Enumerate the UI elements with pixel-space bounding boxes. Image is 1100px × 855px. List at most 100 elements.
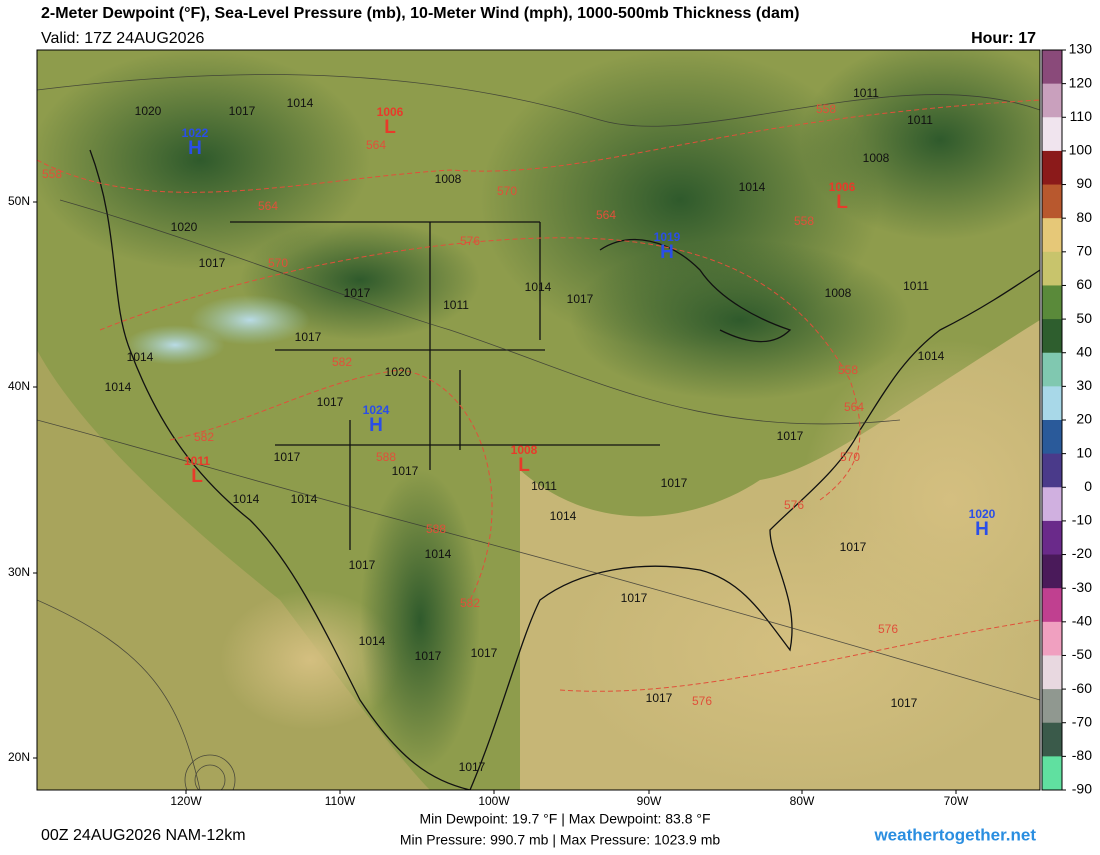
- colorbar-segment: [1042, 487, 1062, 522]
- isobar-label: 1014: [739, 180, 766, 194]
- isobar-label: 1017: [415, 649, 442, 663]
- isobar-label: 1017: [317, 395, 344, 409]
- colorbar-label: 90: [1076, 175, 1092, 191]
- center-symbol: H: [660, 242, 674, 263]
- colorbar-label: 30: [1076, 377, 1092, 393]
- colorbar-label: 100: [1069, 142, 1093, 158]
- isobar-label: 1014: [550, 509, 577, 523]
- colorbar-label: 10: [1076, 444, 1092, 460]
- colorbar-segment: [1042, 756, 1062, 791]
- isobar-label: 1008: [435, 172, 462, 186]
- lon-label: 70W: [944, 794, 969, 808]
- isobar-label: 1011: [853, 86, 879, 100]
- isobar-label: 1017: [661, 476, 688, 490]
- colorbar-label: 0: [1084, 478, 1092, 494]
- thickness-label: 582: [332, 355, 352, 369]
- thickness-label: 576: [692, 694, 712, 708]
- isobar-label: 1017: [392, 464, 419, 478]
- colorbar-label: -10: [1072, 512, 1092, 528]
- thickness-label: 576: [878, 622, 898, 636]
- center-symbol: L: [191, 466, 203, 487]
- thickness-label: 582: [194, 430, 214, 444]
- colorbar-segment: [1042, 117, 1062, 152]
- lon-label: 80W: [790, 794, 815, 808]
- lon-label: 120W: [170, 794, 202, 808]
- colorbar-label: -30: [1072, 579, 1092, 595]
- colorbar-segment: [1042, 218, 1062, 253]
- isobar-label: 1017: [471, 646, 498, 660]
- colorbar-segment: [1042, 588, 1062, 623]
- isobar-label: 1017: [777, 429, 804, 443]
- thickness-label: 588: [376, 450, 396, 464]
- thickness-label: 576: [460, 234, 480, 248]
- colorbar-label: 120: [1069, 74, 1093, 90]
- thickness-label: 558: [42, 167, 62, 181]
- colorbar-label: -80: [1072, 747, 1092, 763]
- colorbar-segment: [1042, 285, 1062, 320]
- colorbar-segment: [1042, 420, 1062, 455]
- center-symbol: H: [369, 415, 383, 436]
- colorbar-segment: [1042, 251, 1062, 286]
- isobar-label: 1011: [907, 113, 933, 127]
- isobar-label: 1014: [425, 547, 452, 561]
- isobar-label: 1011: [903, 279, 929, 293]
- colorbar-label: -40: [1072, 613, 1092, 629]
- dewpoint-range: Min Dewpoint: 19.7 °F | Max Dewpoint: 83…: [419, 811, 710, 827]
- isobar-label: 1017: [891, 696, 918, 710]
- isobar-label: 1017: [459, 760, 486, 774]
- pressure-range: Min Pressure: 990.7 mb | Max Pressure: 1…: [400, 832, 721, 848]
- thickness-label: 558: [816, 102, 836, 116]
- lat-label: 40N: [8, 379, 30, 393]
- thickness-label: 582: [460, 596, 480, 610]
- center-value: 1011: [184, 454, 210, 468]
- colorbar-label: 110: [1070, 108, 1093, 124]
- map: [37, 50, 1040, 790]
- colorbar-label: 60: [1076, 276, 1092, 292]
- isobar-label: 1017: [349, 558, 376, 572]
- thickness-label: 588: [426, 522, 446, 536]
- isobar-label: 1011: [531, 479, 557, 493]
- isobar-label: 1014: [287, 96, 314, 110]
- lat-label: 30N: [8, 565, 30, 579]
- isobar-label: 1014: [127, 350, 154, 364]
- colorbar-label: -50: [1072, 646, 1092, 662]
- colorbar-label: -70: [1072, 713, 1092, 729]
- colorbar-label: -90: [1072, 781, 1092, 797]
- center-value: 1006: [377, 105, 404, 119]
- colorbar-segment: [1042, 50, 1062, 85]
- colorbar-label: -60: [1072, 680, 1092, 696]
- thickness-label: 558: [794, 214, 814, 228]
- colorbar-segment: [1042, 554, 1062, 589]
- colorbar-label: 50: [1076, 310, 1092, 326]
- thickness-label: 564: [596, 208, 616, 222]
- colorbar-label: 80: [1076, 209, 1092, 225]
- colorbar-label: 40: [1076, 343, 1092, 359]
- thickness-label: 570: [840, 450, 860, 464]
- isobar-label: 1008: [863, 151, 890, 165]
- valid-time: Valid: 17Z 24AUG2026: [41, 30, 204, 47]
- colorbar-segment: [1042, 184, 1062, 219]
- thickness-label: 564: [258, 199, 278, 213]
- colorbar-label: -20: [1072, 545, 1092, 561]
- isobar-label: 1017: [646, 691, 673, 705]
- thickness-label: 570: [268, 256, 288, 270]
- lon-label: 90W: [637, 794, 662, 808]
- isobar-label: 1020: [171, 220, 198, 234]
- isobar-label: 1020: [385, 365, 412, 379]
- colorbar-segment: [1042, 386, 1062, 421]
- lat-label: 50N: [8, 194, 30, 208]
- colorbar-segment: [1042, 319, 1062, 354]
- isobar-label: 1017: [840, 540, 867, 554]
- lon-label: 100W: [478, 794, 510, 808]
- isobar-label: 1011: [443, 298, 469, 312]
- isobar-label: 1008: [825, 286, 852, 300]
- lon-label: 110W: [325, 794, 356, 808]
- center-symbol: H: [188, 138, 202, 159]
- colorbar-segment: [1042, 621, 1062, 656]
- colorbar-label: 20: [1076, 411, 1092, 427]
- center-value: 1024: [363, 403, 390, 417]
- colorbar-segment: [1042, 655, 1062, 690]
- thickness-label: 576: [784, 498, 804, 512]
- isobar-label: 1017: [295, 330, 322, 344]
